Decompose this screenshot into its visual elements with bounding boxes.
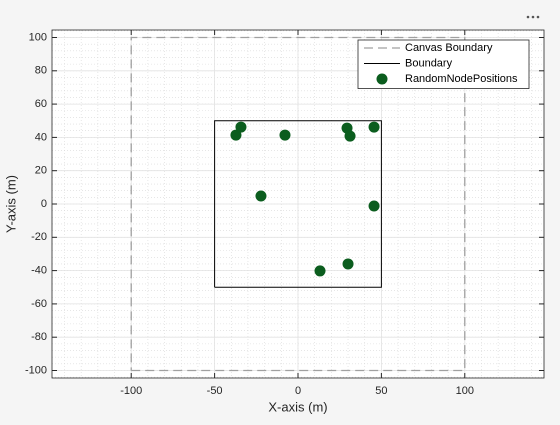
y-tick-label: -20 — [31, 231, 47, 243]
scatter-point — [368, 121, 380, 133]
scatter-point — [255, 190, 267, 202]
axes-box — [51, 29, 545, 379]
legend-label: Boundary — [405, 57, 453, 69]
x-axis-label: X-axis (m) — [268, 399, 327, 414]
toolbar-menu[interactable] — [526, 15, 540, 19]
series-line — [130, 36, 466, 372]
scatter-point — [342, 258, 354, 270]
y-tick-label: 60 — [35, 98, 47, 110]
y-tick-label: 0 — [41, 198, 47, 210]
y-tick-label: -60 — [31, 298, 47, 310]
x-tick-label: -50 — [207, 385, 223, 397]
scatter-point — [368, 200, 380, 212]
x-tick-label: 100 — [456, 385, 474, 397]
scatter-point — [279, 129, 291, 141]
y-tick-label: 80 — [35, 65, 47, 77]
menu-dot — [536, 15, 540, 19]
series-line — [214, 120, 382, 288]
y-tick-label: 100 — [29, 31, 47, 43]
y-axis-label: Y-axis (m) — [3, 175, 18, 233]
y-tick-label: -40 — [31, 265, 47, 277]
y-tick-label: -80 — [31, 331, 47, 343]
legend-label: RandomNodePositions — [405, 73, 518, 85]
y-tick-label: 40 — [35, 131, 47, 143]
scatter-point — [230, 129, 242, 141]
x-tick-label: 0 — [295, 385, 301, 397]
scatter-point — [235, 121, 247, 133]
y-tick-label: 20 — [35, 165, 47, 177]
scatter-point — [314, 265, 326, 277]
menu-dot — [526, 15, 530, 19]
x-tick-label: -100 — [120, 385, 142, 397]
scatter-point — [344, 130, 356, 142]
menu-dot — [531, 15, 535, 19]
legend-swatch — [376, 73, 388, 85]
legend-label: Canvas Boundary — [405, 42, 493, 54]
x-tick-label: 50 — [375, 385, 387, 397]
y-tick-label: -100 — [25, 364, 47, 376]
